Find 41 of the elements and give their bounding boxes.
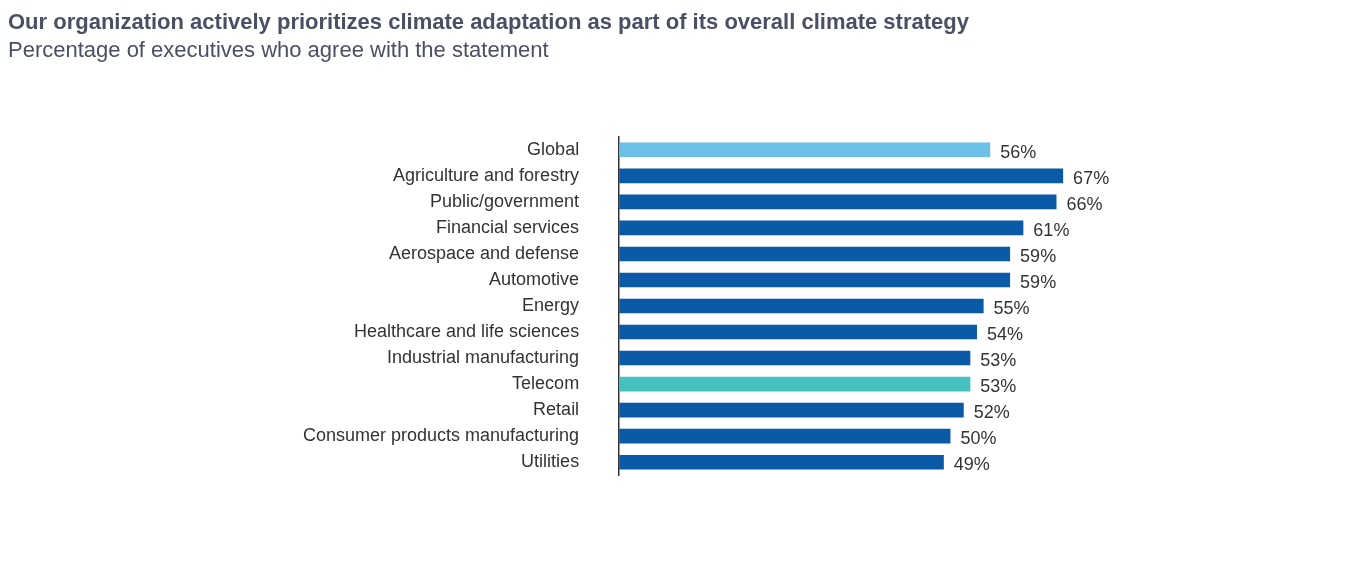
y-tick-label: Healthcare and life sciences xyxy=(354,321,580,341)
bar xyxy=(619,272,1011,288)
y-tick-label: Industrial manufacturing xyxy=(387,347,580,368)
data-label: 66% xyxy=(1066,193,1103,214)
y-tick-label: Retail xyxy=(533,399,580,420)
data-label: 59% xyxy=(1020,245,1057,266)
y-tick-label: Financial services xyxy=(436,216,580,237)
data-label: 53% xyxy=(980,350,1017,371)
y-tick-label: Global xyxy=(527,138,580,159)
data-label: 67% xyxy=(1073,167,1110,188)
bar xyxy=(619,220,1024,236)
data-label: 54% xyxy=(986,324,1023,344)
y-tick-label: Utilities xyxy=(521,451,580,472)
y-tick-label: Aerospace and defense xyxy=(388,242,580,263)
bar xyxy=(619,324,977,340)
data-label: 55% xyxy=(993,297,1030,318)
data-label: 53% xyxy=(980,376,1017,397)
data-label: 49% xyxy=(953,454,990,475)
bar xyxy=(619,350,971,366)
bar xyxy=(619,454,944,470)
bar xyxy=(619,194,1057,210)
chart-title: Our organization actively prioritizes climate adaptation as part of its overall climate strategy xyxy=(8,8,970,36)
data-label: 59% xyxy=(1020,271,1057,292)
y-tick-label: Telecom xyxy=(512,373,580,394)
y-tick-label: Automotive xyxy=(489,268,580,289)
bar xyxy=(619,142,991,158)
bar xyxy=(619,428,951,444)
bar xyxy=(619,246,1011,262)
bar xyxy=(619,298,984,314)
y-tick-label: Public/government xyxy=(430,190,580,211)
data-label: 50% xyxy=(960,428,997,449)
data-label: 56% xyxy=(1000,141,1037,162)
y-tick-label: Energy xyxy=(522,294,580,315)
bar xyxy=(619,402,964,418)
bar xyxy=(619,376,971,392)
y-tick-label: Consumer products manufacturing xyxy=(302,425,580,446)
data-label: 52% xyxy=(973,402,1010,423)
bar xyxy=(619,168,1064,184)
text: Percentage of executives who agree with the statement xyxy=(8,36,550,64)
y-tick-label: Agriculture and forestry xyxy=(393,164,580,185)
data-label: 61% xyxy=(1033,219,1070,240)
